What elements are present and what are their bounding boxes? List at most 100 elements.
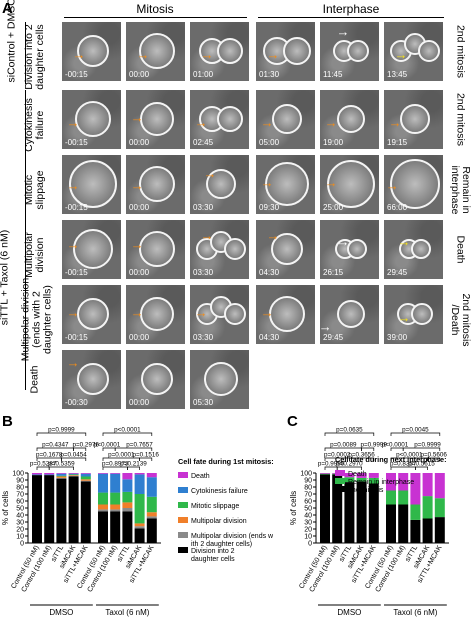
arrow-icon: → xyxy=(320,319,332,335)
bar-segment xyxy=(68,473,79,474)
y-tick-label: 50 xyxy=(304,506,312,513)
timestamp: -00:15 xyxy=(65,70,88,79)
p-value-label: p=0.8357 xyxy=(390,461,417,468)
arrow-icon: → xyxy=(72,47,86,63)
bar-segment xyxy=(146,516,157,519)
micrograph-frame: → 04:30 xyxy=(256,285,315,344)
timestamp: 00:00 xyxy=(129,70,150,79)
timestamp: 00:00 xyxy=(129,333,150,342)
p-value-label: p=0.2970 xyxy=(336,461,363,468)
bar-segment xyxy=(56,473,67,476)
p-value-label: p=0.2976 xyxy=(72,442,99,449)
bar-segment xyxy=(368,483,379,543)
micrograph-frame: → 26:15 xyxy=(320,220,379,279)
y-tick-label: 50 xyxy=(16,506,24,513)
bar-segment xyxy=(122,473,133,480)
p-value-label: p=0.5606 xyxy=(420,452,447,459)
timestamp: 01:30 xyxy=(259,70,280,79)
condition-bracket-treated xyxy=(25,90,26,390)
legend-label: Remain in interphase xyxy=(348,479,414,486)
bar-segment xyxy=(146,512,157,517)
bar-segment xyxy=(134,474,145,494)
cell-body xyxy=(400,104,430,134)
cell-body xyxy=(77,35,109,67)
y-tick-label: 80 xyxy=(304,485,312,492)
bar-segment xyxy=(134,494,145,524)
arrow-icon: → xyxy=(66,304,80,320)
micrograph-frame: → 03:30 xyxy=(190,285,249,344)
y-tick-label: 80 xyxy=(16,485,24,492)
cell-body xyxy=(139,33,175,69)
cell-body xyxy=(272,104,302,134)
bar-segment xyxy=(56,475,67,477)
bar-segment xyxy=(320,474,330,543)
arrow-icon: → xyxy=(194,304,208,320)
legend-swatch xyxy=(335,470,345,476)
bar-segment xyxy=(398,473,409,491)
bar-segment xyxy=(80,481,91,543)
p-value-label: p=0.5359 xyxy=(48,461,75,468)
cell-body xyxy=(327,160,375,208)
arrow-icon: → xyxy=(397,310,411,326)
bar-segment xyxy=(422,496,433,519)
arrow-icon: → xyxy=(203,165,217,181)
bar-segment xyxy=(56,477,67,479)
condition-bracket-control xyxy=(25,22,26,84)
arrow-icon: → xyxy=(336,233,350,249)
cell-body xyxy=(141,363,173,395)
bar-segment xyxy=(68,475,79,477)
timestamp: 00:00 xyxy=(129,268,150,277)
bar-segment xyxy=(386,473,396,491)
bar-segment xyxy=(356,477,367,482)
y-tick-label: 20 xyxy=(16,527,24,534)
micrograph-frame: → -00:15 xyxy=(62,285,121,344)
micrograph-frame: → 25:00 xyxy=(320,155,379,214)
legend-label: Division into 2 daughter cells xyxy=(191,548,235,563)
timestamp: 19:15 xyxy=(387,138,408,147)
y-tick-label: 30 xyxy=(16,520,24,527)
micrograph-frame: → -00:15 xyxy=(62,220,121,279)
group-label: DMSO xyxy=(337,608,361,617)
bar-segment xyxy=(134,473,145,475)
bar-segment xyxy=(110,511,121,543)
cell-body xyxy=(73,229,113,269)
p-value-label: p=0.0454 xyxy=(60,452,87,459)
arrow-icon: → xyxy=(66,236,80,252)
micrograph-frame: → 05:00 xyxy=(256,90,315,149)
p-value-label: p<0.0001 xyxy=(114,427,141,434)
bar-segment xyxy=(44,474,55,476)
cell-body xyxy=(271,233,303,265)
interphase-header: Interphase xyxy=(322,2,380,16)
arrow-icon: → xyxy=(66,177,80,193)
significance-bracket xyxy=(349,457,375,461)
bar-segment xyxy=(98,509,108,512)
micrograph-frame: → 01:00 xyxy=(190,22,249,81)
micrograph-frame: → 00:00 xyxy=(126,155,185,214)
timestamp: 13:45 xyxy=(387,70,408,79)
p-value-label: p=0.0045 xyxy=(402,427,429,434)
legend-swatch xyxy=(178,487,188,493)
arrow-icon: → xyxy=(130,304,144,320)
arrow-icon: → xyxy=(200,227,214,243)
timestamp: 00:00 xyxy=(129,398,150,407)
arrow-icon: → xyxy=(266,47,280,63)
timestamp: 29:45 xyxy=(323,333,344,342)
micrograph-frame: → 03:30 xyxy=(190,155,249,214)
bar-segment xyxy=(356,481,367,543)
row-label: Division into 2 daughter cells xyxy=(23,24,46,90)
bar-segment xyxy=(434,498,445,518)
bar-segment xyxy=(410,504,421,520)
timestamp: -00:30 xyxy=(65,398,88,407)
p-value-label: p=0.4347 xyxy=(42,442,69,449)
y-tick-label: 100 xyxy=(12,471,24,478)
bar-segment xyxy=(32,474,42,476)
bar-segment xyxy=(98,473,108,474)
p-value-label: p=0.5615 xyxy=(408,461,435,468)
cell-body xyxy=(140,102,174,136)
micrograph-frame: → 39:00 xyxy=(384,285,443,344)
bar-segment xyxy=(146,473,157,478)
micrograph-frame: → 19:15 xyxy=(384,90,443,149)
micrograph-frame: → 00:00 xyxy=(126,285,185,344)
arrow-icon: → xyxy=(324,174,338,190)
cell-body xyxy=(337,300,365,328)
